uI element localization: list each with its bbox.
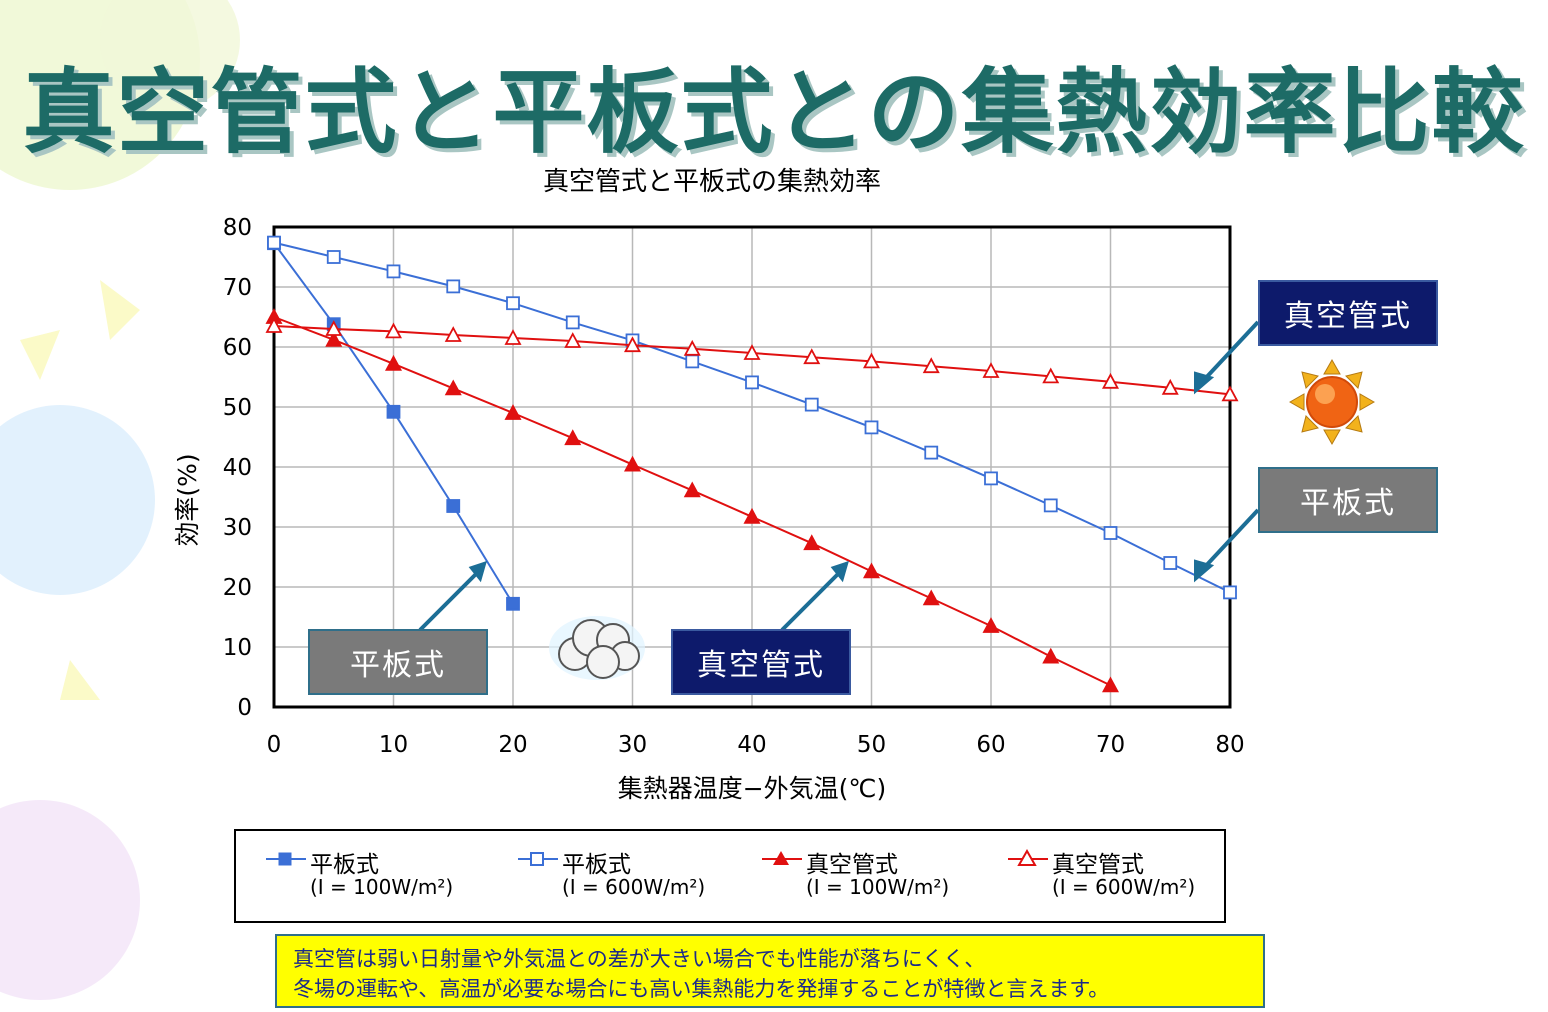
data-point bbox=[566, 431, 580, 444]
data-point bbox=[805, 536, 819, 549]
data-point bbox=[925, 447, 937, 459]
y-tick-label: 80 bbox=[223, 215, 252, 241]
callout-vacuum-right: 真空管式 bbox=[1258, 280, 1438, 346]
chart-legend: 平板式 (I = 100W/m²) 平板式 (I = 600W/m²) 真空管式… bbox=[234, 829, 1226, 923]
data-point bbox=[1104, 678, 1118, 691]
data-point bbox=[685, 483, 699, 496]
data-point bbox=[865, 564, 879, 577]
note-line-2: 冬場の運転や、高温が必要な場合にも高い集熱能力を発揮することが特徴と言えます。 bbox=[293, 974, 1247, 1004]
legend-series-condition: (I = 100W/m²) bbox=[310, 875, 453, 899]
legend-item-flat-600: 平板式 (I = 600W/m²) bbox=[516, 845, 736, 907]
data-point bbox=[387, 357, 401, 370]
callout-flat-left: 平板式 bbox=[308, 629, 488, 695]
data-point bbox=[328, 251, 340, 263]
legend-series-condition: (I = 600W/m²) bbox=[1052, 875, 1195, 899]
cloud-icon bbox=[549, 616, 645, 680]
data-point bbox=[626, 458, 640, 471]
data-point bbox=[388, 406, 400, 418]
y-tick-label: 0 bbox=[237, 695, 252, 721]
y-tick-label: 30 bbox=[223, 515, 252, 541]
sun-icon bbox=[1290, 360, 1374, 444]
note-box: 真空管は弱い日射量や外気温との差が大きい場合でも性能が落ちにくく、 冬場の運転や… bbox=[275, 934, 1265, 1008]
callout-vacuum-center: 真空管式 bbox=[671, 629, 851, 695]
data-point bbox=[1164, 557, 1176, 569]
legend-item-vacuum-600: 真空管式 (I = 600W/m²) bbox=[1006, 845, 1226, 907]
data-point bbox=[745, 510, 759, 523]
data-point bbox=[507, 297, 519, 309]
data-point bbox=[806, 399, 818, 411]
data-point bbox=[447, 280, 459, 292]
data-point bbox=[388, 265, 400, 277]
x-tick-label: 70 bbox=[1096, 732, 1125, 758]
data-point bbox=[1224, 586, 1236, 598]
data-point bbox=[268, 237, 280, 249]
x-tick-label: 80 bbox=[1215, 732, 1244, 758]
x-tick-label: 20 bbox=[498, 732, 527, 758]
legend-series-name: 真空管式 bbox=[1052, 845, 1144, 879]
legend-marker-open-square bbox=[516, 849, 560, 869]
chart-title: 真空管式と平板式の集熱効率 bbox=[543, 167, 881, 197]
legend-marker-filled-square bbox=[264, 849, 308, 869]
legend-item-vacuum-100: 真空管式 (I = 100W/m²) bbox=[760, 845, 980, 907]
data-point bbox=[1044, 650, 1058, 663]
data-point bbox=[924, 591, 938, 604]
legend-marker-open-triangle bbox=[1006, 849, 1050, 869]
y-tick-label: 40 bbox=[223, 455, 252, 481]
data-point bbox=[567, 316, 579, 328]
data-point bbox=[447, 500, 459, 512]
legend-series-name: 真空管式 bbox=[806, 845, 898, 879]
legend-series-condition: (I = 100W/m²) bbox=[806, 875, 949, 899]
note-line-1: 真空管は弱い日射量や外気温との差が大きい場合でも性能が落ちにくく、 bbox=[293, 944, 1247, 974]
data-point bbox=[446, 381, 460, 394]
y-tick-label: 60 bbox=[223, 335, 252, 361]
data-point bbox=[507, 598, 519, 610]
x-tick-label: 0 bbox=[267, 732, 282, 758]
data-point bbox=[686, 355, 698, 367]
legend-series-name: 平板式 bbox=[310, 845, 379, 879]
legend-marker-filled-triangle bbox=[760, 849, 804, 869]
data-point bbox=[984, 619, 998, 632]
x-axis-label: 集熱器温度−外気温(℃) bbox=[618, 774, 887, 803]
data-point bbox=[985, 472, 997, 484]
x-tick-label: 50 bbox=[857, 732, 886, 758]
y-tick-label: 70 bbox=[223, 275, 252, 301]
x-tick-label: 30 bbox=[618, 732, 647, 758]
y-tick-label: 20 bbox=[223, 575, 252, 601]
data-point bbox=[1045, 499, 1057, 511]
y-tick-label: 50 bbox=[223, 395, 252, 421]
arrow-flat-left bbox=[420, 572, 478, 630]
data-point bbox=[1105, 527, 1117, 539]
data-point bbox=[866, 421, 878, 433]
y-axis-label: 効率(%) bbox=[173, 453, 202, 546]
y-tick-label: 10 bbox=[223, 635, 252, 661]
callout-arrows bbox=[420, 322, 1258, 630]
x-tick-label: 10 bbox=[379, 732, 408, 758]
x-tick-label: 60 bbox=[976, 732, 1005, 758]
y-tick-labels: 0 10 20 30 40 50 60 70 80 bbox=[223, 215, 252, 721]
x-tick-label: 40 bbox=[737, 732, 766, 758]
data-point bbox=[506, 406, 520, 419]
legend-series-condition: (I = 600W/m²) bbox=[562, 875, 705, 899]
callout-flat-right: 平板式 bbox=[1258, 467, 1438, 533]
arrow-vacuum-center bbox=[782, 572, 840, 630]
data-point bbox=[746, 376, 758, 388]
legend-series-name: 平板式 bbox=[562, 845, 631, 879]
legend-item-flat-100: 平板式 (I = 100W/m²) bbox=[264, 845, 484, 907]
x-tick-labels: 0 10 20 30 40 50 60 70 80 bbox=[267, 732, 1245, 758]
